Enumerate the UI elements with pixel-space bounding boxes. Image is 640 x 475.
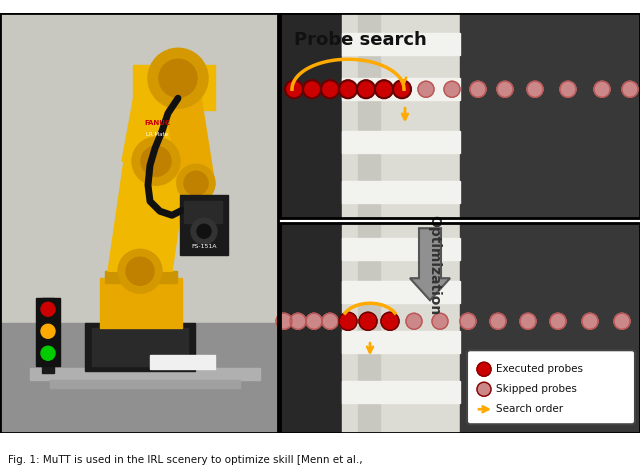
Circle shape [582, 313, 598, 329]
Bar [342, 331, 460, 353]
FancyArrow shape [410, 228, 450, 300]
Bar [342, 281, 460, 303]
Circle shape [393, 80, 411, 98]
Bar [0, 13, 278, 433]
Circle shape [322, 313, 338, 329]
Bar [150, 355, 215, 369]
Circle shape [41, 324, 55, 338]
Bar [85, 323, 195, 371]
Bar [105, 271, 177, 283]
Circle shape [118, 249, 162, 293]
Bar [42, 298, 54, 373]
Polygon shape [108, 161, 188, 271]
Circle shape [477, 362, 491, 376]
Bar [180, 195, 228, 255]
Bar [280, 223, 640, 433]
Circle shape [306, 313, 322, 329]
FancyBboxPatch shape [467, 350, 635, 424]
Circle shape [594, 81, 610, 97]
Circle shape [622, 81, 638, 97]
Circle shape [276, 313, 292, 329]
Text: Optimization: Optimization [427, 215, 441, 315]
Bar [280, 223, 640, 433]
Text: Skipped probes: Skipped probes [496, 384, 577, 394]
Bar [342, 223, 460, 433]
Bar [100, 278, 182, 328]
Circle shape [159, 59, 197, 97]
Circle shape [41, 346, 55, 360]
Text: Search order: Search order [496, 404, 563, 414]
Circle shape [490, 313, 506, 329]
Bar [460, 13, 640, 218]
Bar [133, 65, 215, 110]
Circle shape [375, 80, 393, 98]
Bar [460, 223, 640, 433]
Bar [280, 13, 342, 218]
Bar [342, 181, 460, 203]
Circle shape [359, 312, 377, 330]
Circle shape [339, 80, 357, 98]
Bar [0, 323, 278, 433]
Polygon shape [163, 78, 215, 191]
Circle shape [520, 313, 536, 329]
Bar [342, 131, 460, 153]
Circle shape [321, 80, 339, 98]
Circle shape [432, 313, 448, 329]
Bar [0, 13, 278, 433]
Bar [280, 13, 640, 218]
Bar [358, 223, 380, 433]
Circle shape [357, 80, 375, 98]
Bar [0, 13, 278, 323]
Bar [36, 298, 60, 366]
Circle shape [290, 313, 306, 329]
Circle shape [406, 313, 422, 329]
Circle shape [381, 312, 399, 330]
Bar [342, 78, 460, 100]
Bar [342, 381, 460, 403]
Bar [342, 238, 460, 260]
Text: Executed probes: Executed probes [496, 364, 583, 374]
Polygon shape [122, 85, 202, 161]
Circle shape [339, 312, 357, 330]
Circle shape [148, 48, 208, 108]
Circle shape [132, 137, 180, 185]
Circle shape [303, 80, 321, 98]
Text: Probe search: Probe search [294, 31, 427, 49]
Bar [358, 13, 380, 218]
Circle shape [477, 382, 491, 396]
Bar [50, 380, 240, 388]
Circle shape [141, 146, 171, 176]
Bar [92, 328, 188, 366]
Bar [280, 13, 640, 218]
Circle shape [444, 81, 460, 97]
Circle shape [191, 218, 217, 244]
Text: FANUC: FANUC [144, 120, 170, 126]
Text: LR Mate: LR Mate [146, 132, 168, 137]
Bar [184, 201, 222, 223]
Circle shape [126, 257, 154, 285]
Text: Fig. 1: MuTT is used in the IRL scenery to optimize skill [Menn et al.,: Fig. 1: MuTT is used in the IRL scenery … [8, 455, 363, 465]
Circle shape [41, 302, 55, 316]
Circle shape [497, 81, 513, 97]
Bar [342, 33, 460, 55]
Circle shape [418, 81, 434, 97]
Circle shape [527, 81, 543, 97]
Circle shape [470, 81, 486, 97]
Circle shape [184, 171, 208, 195]
Circle shape [460, 313, 476, 329]
Text: FS-151A: FS-151A [191, 244, 217, 249]
Circle shape [197, 224, 211, 238]
Bar [280, 223, 342, 433]
Circle shape [560, 81, 576, 97]
Circle shape [177, 164, 215, 202]
Circle shape [614, 313, 630, 329]
Bar [30, 368, 260, 380]
Circle shape [550, 313, 566, 329]
Bar [342, 13, 460, 218]
Circle shape [285, 80, 303, 98]
